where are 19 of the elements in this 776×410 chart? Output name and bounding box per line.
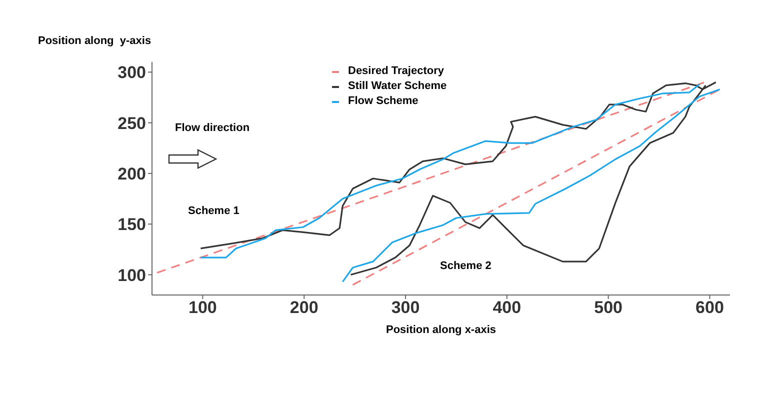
annotation: Flow direction (175, 122, 250, 134)
y-axis-title: Position along y-axis (38, 35, 152, 47)
y-tick-label: 300 (118, 63, 146, 82)
legend-label: Desired Trajectory (348, 64, 444, 79)
x-tick-label: 400 (492, 298, 522, 318)
y-tick-label: 100 (118, 266, 146, 285)
y-tick-label: 150 (118, 215, 146, 234)
legend-label: Still Water Scheme (348, 79, 447, 94)
x-tick-label: 100 (188, 298, 217, 318)
y-tick-label: 200 (118, 164, 146, 184)
y-tick-label: 250 (118, 114, 146, 133)
annotation: Scheme 2 (440, 260, 492, 272)
x-tick-label: 300 (391, 298, 420, 318)
x-tick-label: 200 (290, 298, 318, 318)
annotation: Scheme 1 (188, 205, 240, 217)
x-tick-label: 600 (696, 298, 724, 318)
legend-label: Flow Scheme (348, 94, 418, 109)
x-axis-title: Position along x-axis (384, 324, 498, 336)
x-tick-label: 500 (594, 298, 623, 318)
